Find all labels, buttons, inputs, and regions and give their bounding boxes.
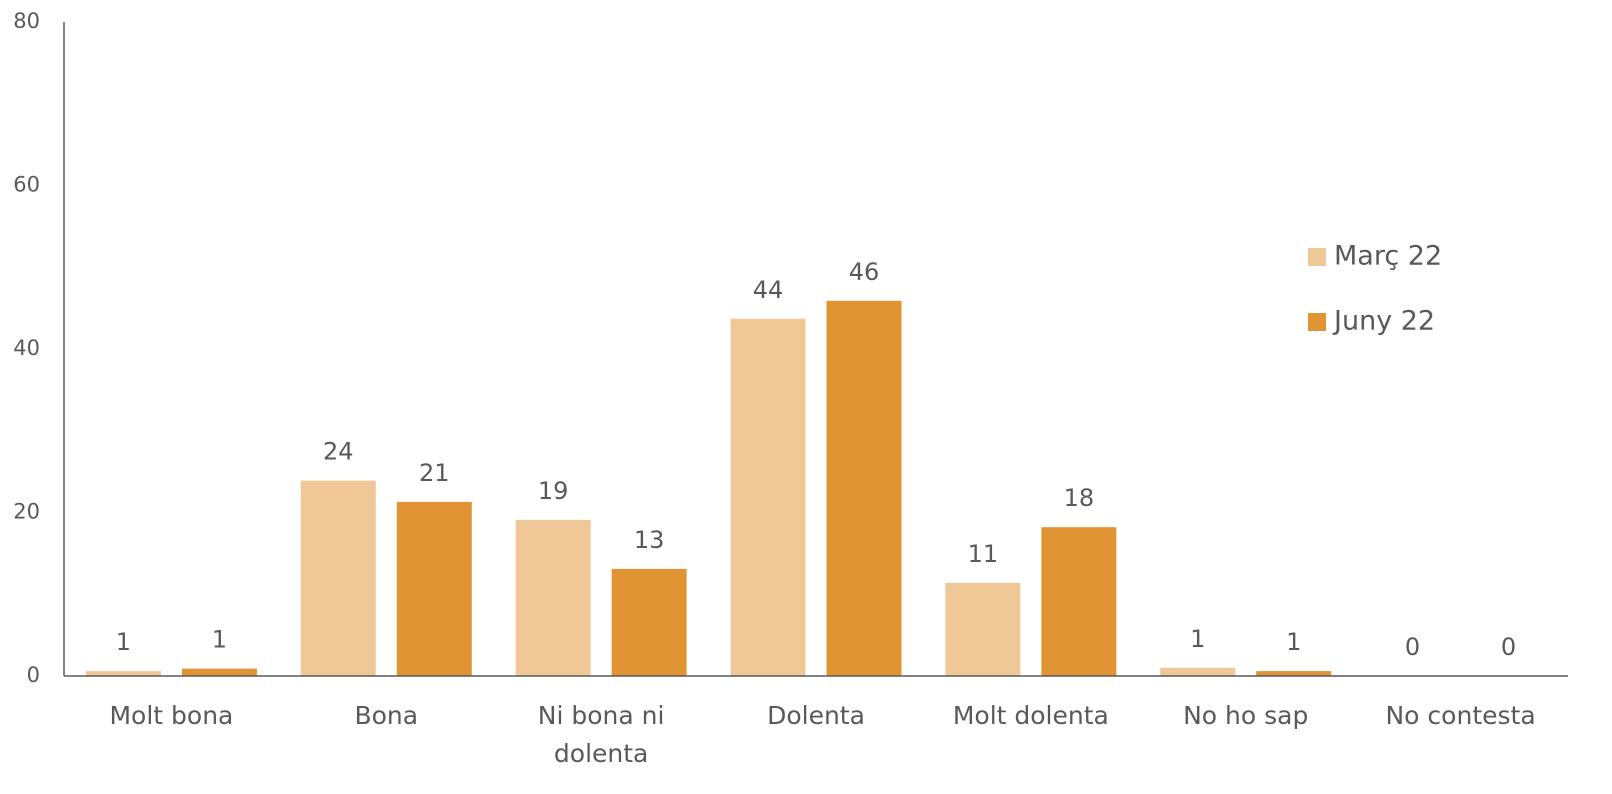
bar: [1256, 671, 1332, 676]
x-tick-label: No ho sap: [1183, 701, 1308, 730]
legend-swatch: [1308, 248, 1326, 266]
bar: [181, 668, 257, 676]
x-tick-label: Molt bona: [109, 701, 233, 730]
legend-label: Juny 22: [1332, 306, 1435, 337]
bar: [1041, 527, 1117, 676]
x-tick-label: Bona: [354, 701, 418, 730]
bar: [85, 671, 161, 676]
x-tick-label: Molt dolenta: [953, 701, 1109, 730]
data-label: 13: [634, 526, 665, 554]
bar: [396, 501, 472, 676]
data-label: 1: [1190, 625, 1205, 653]
data-label: 1: [1286, 628, 1301, 656]
bar: [515, 519, 591, 676]
legend-swatch: [1308, 313, 1326, 331]
y-tick-label: 0: [27, 663, 40, 687]
data-label: 24: [323, 438, 354, 466]
bar: [300, 480, 376, 676]
data-label: 11: [968, 540, 999, 568]
data-label: 1: [212, 626, 227, 654]
data-label: 18: [1064, 484, 1095, 512]
legend-label: Març 22: [1334, 241, 1442, 272]
y-tick-label: 80: [13, 9, 40, 33]
x-tick-label: Dolenta: [767, 701, 865, 730]
data-label: 1: [116, 628, 131, 656]
y-tick-label: 40: [13, 336, 40, 360]
data-label: 19: [538, 477, 569, 505]
bar: [1160, 667, 1236, 676]
data-label: 0: [1405, 633, 1420, 661]
data-label: 21: [419, 459, 450, 487]
bar: [826, 300, 902, 676]
data-label: 0: [1501, 633, 1516, 661]
y-tick-label: 20: [13, 500, 40, 524]
bar: [730, 318, 806, 676]
bar: [945, 582, 1021, 676]
x-tick-label: No contesta: [1385, 701, 1535, 730]
bar: [611, 568, 687, 676]
data-label: 46: [849, 258, 880, 286]
y-tick-label: 60: [13, 173, 40, 197]
x-tick-label: Ni bona ni dolenta: [538, 701, 665, 768]
data-label: 44: [753, 276, 784, 304]
